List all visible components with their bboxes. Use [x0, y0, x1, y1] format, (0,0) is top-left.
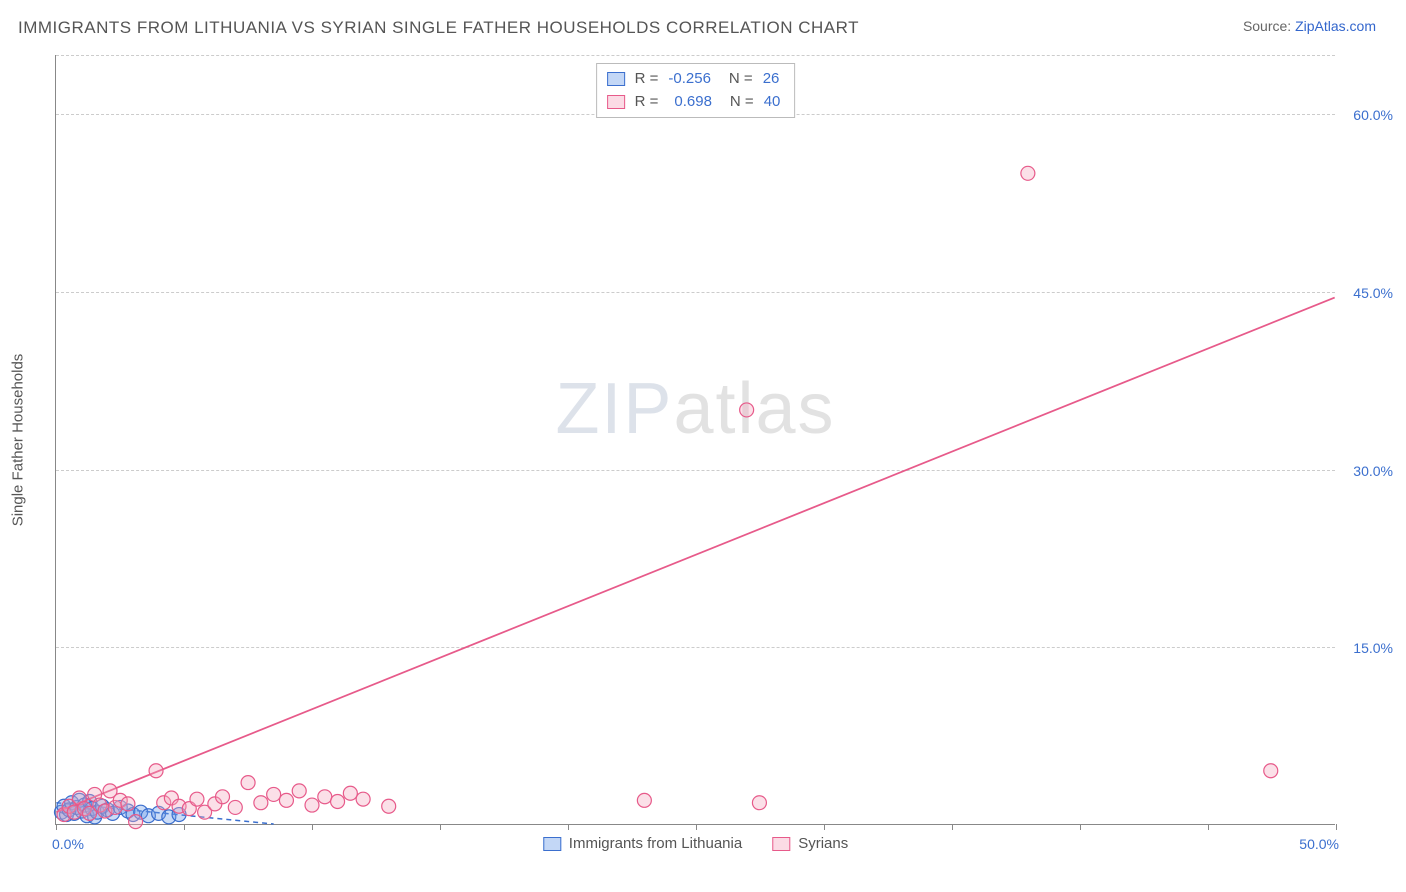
source-attribution: Source: ZipAtlas.com: [1243, 18, 1376, 34]
bottom-legend-item-syrians: Syrians: [772, 835, 848, 852]
x-tick: [1336, 824, 1337, 830]
x-tick: [1080, 824, 1081, 830]
scatter-point: [254, 796, 268, 810]
x-tick: [824, 824, 825, 830]
scatter-point: [292, 784, 306, 798]
bottom-legend-label: Immigrants from Lithuania: [569, 835, 742, 852]
x-tick: [312, 824, 313, 830]
x-tick: [440, 824, 441, 830]
scatter-point: [190, 792, 204, 806]
y-tick-label: 15.0%: [1343, 640, 1393, 656]
plot-area: Single Father Households ZIPatlas 15.0%3…: [55, 55, 1335, 825]
scatter-point: [228, 800, 242, 814]
chart-header: IMMIGRANTS FROM LITHUANIA VS SYRIAN SING…: [18, 18, 1388, 42]
x-tick: [568, 824, 569, 830]
scatter-point: [752, 796, 766, 810]
scatter-point: [216, 790, 230, 804]
x-tick: [1208, 824, 1209, 830]
x-axis-max-label: 50.0%: [1299, 836, 1339, 852]
scatter-point: [356, 792, 370, 806]
scatter-point: [121, 797, 135, 811]
y-tick-label: 30.0%: [1343, 463, 1393, 479]
scatter-point: [331, 795, 345, 809]
scatter-point: [267, 787, 281, 801]
trend-line: [56, 298, 1334, 813]
legend-swatch-lithuania: [543, 837, 561, 851]
scatter-point: [241, 776, 255, 790]
y-axis-title: Single Father Households: [10, 353, 27, 526]
scatter-point: [305, 798, 319, 812]
scatter-point: [1021, 166, 1035, 180]
x-tick: [56, 824, 57, 830]
scatter-point: [318, 790, 332, 804]
scatter-point: [740, 403, 754, 417]
legend-swatch-syrians: [772, 837, 790, 851]
scatter-point: [149, 764, 163, 778]
scatter-point: [382, 799, 396, 813]
scatter-point: [129, 815, 143, 829]
scatter-point: [637, 793, 651, 807]
bottom-legend-item-lithuania: Immigrants from Lithuania: [543, 835, 742, 852]
source-label: Source:: [1243, 18, 1295, 34]
chart-title: IMMIGRANTS FROM LITHUANIA VS SYRIAN SING…: [18, 18, 859, 37]
scatter-svg: [56, 55, 1335, 824]
scatter-point: [343, 786, 357, 800]
x-axis-min-label: 0.0%: [52, 836, 84, 852]
y-tick-label: 60.0%: [1343, 107, 1393, 123]
scatter-point: [279, 793, 293, 807]
x-tick: [696, 824, 697, 830]
x-tick: [952, 824, 953, 830]
y-tick-label: 45.0%: [1343, 285, 1393, 301]
bottom-legend-label: Syrians: [798, 835, 848, 852]
bottom-legend: Immigrants from Lithuania Syrians: [543, 835, 848, 852]
x-tick: [184, 824, 185, 830]
source-link[interactable]: ZipAtlas.com: [1295, 18, 1376, 34]
scatter-point: [1264, 764, 1278, 778]
